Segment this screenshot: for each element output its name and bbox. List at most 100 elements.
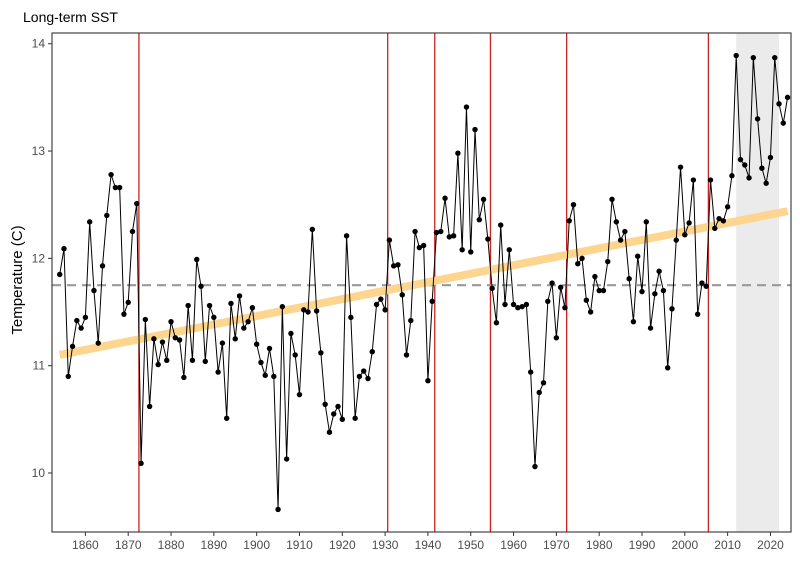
data-point: [780, 120, 786, 126]
data-point: [288, 330, 294, 337]
data-point: [433, 229, 440, 236]
data-point: [716, 215, 722, 222]
data-point: [159, 339, 166, 345]
x-tick-label: 1870: [115, 538, 142, 552]
data-point: [112, 184, 119, 191]
data-point: [729, 173, 735, 179]
data-point: [566, 218, 572, 224]
data-point: [759, 165, 765, 171]
data-point: [168, 318, 174, 325]
y-tick-label: 13: [32, 144, 46, 158]
data-point: [356, 373, 363, 380]
data-point: [510, 301, 517, 308]
data-point: [493, 320, 500, 326]
y-tick-label: 11: [33, 359, 46, 373]
data-point: [446, 234, 453, 240]
x-tick-label: 1960: [500, 538, 527, 552]
data-point: [617, 237, 624, 243]
data-point: [185, 302, 191, 309]
data-point: [326, 429, 333, 435]
data-point: [712, 225, 718, 232]
data-point: [215, 369, 221, 375]
data-point: [194, 256, 200, 263]
data-point: [767, 154, 774, 161]
x-tick-label: 1940: [415, 538, 442, 552]
data-point: [408, 317, 414, 324]
data-point: [442, 195, 448, 201]
data-point: [506, 247, 512, 253]
x-tick-label: 1880: [158, 538, 185, 552]
data-point: [754, 116, 761, 122]
data-point: [690, 177, 697, 183]
data-point: [579, 255, 585, 262]
x-tick-label: 2020: [757, 538, 784, 552]
data-point: [545, 298, 551, 304]
data-point: [472, 126, 478, 133]
data-point: [532, 463, 538, 470]
x-tick-label: 1890: [200, 538, 227, 552]
data-point: [459, 247, 465, 253]
data-point: [339, 416, 345, 423]
x-tick-label: 1860: [72, 538, 99, 552]
data-point: [750, 54, 757, 61]
data-point: [134, 200, 140, 207]
data-point: [656, 268, 662, 274]
x-tick-label: 1910: [286, 538, 313, 552]
data-point: [412, 228, 418, 235]
data-point: [125, 299, 131, 306]
data-point: [720, 218, 727, 224]
data-point: [95, 340, 101, 346]
data-point: [331, 411, 337, 417]
data-point: [373, 301, 380, 308]
data-point: [198, 283, 204, 289]
data-point: [249, 305, 256, 311]
data-point: [416, 244, 423, 251]
data-point: [151, 336, 157, 342]
y-tick-label: 12: [32, 251, 46, 265]
data-point: [369, 349, 375, 355]
data-point: [763, 180, 769, 186]
data-point: [673, 237, 679, 243]
trend-line: [58, 207, 789, 359]
data-point: [549, 280, 555, 286]
data-point: [292, 352, 298, 358]
data-point: [309, 226, 316, 233]
data-point: [386, 237, 393, 243]
data-point: [335, 403, 341, 410]
data-point: [378, 296, 384, 302]
data-point: [635, 253, 641, 259]
data-point: [121, 311, 127, 317]
data-point: [605, 258, 611, 265]
data-point: [266, 345, 273, 352]
x-tick-label: 1930: [372, 538, 399, 552]
y-axis-label: Temperature (C): [9, 225, 26, 334]
x-tick-label: 1980: [586, 538, 613, 552]
data-point: [647, 325, 654, 331]
data-point: [468, 249, 474, 255]
data-point: [164, 357, 170, 364]
data-point: [138, 460, 144, 467]
data-point: [652, 291, 658, 297]
data-point: [91, 287, 97, 294]
data-point: [296, 391, 303, 398]
data-point: [283, 456, 290, 462]
data-point: [172, 335, 179, 341]
data-point: [253, 341, 260, 347]
data-point: [596, 287, 602, 294]
data-point: [271, 373, 277, 380]
data-point: [540, 380, 547, 386]
data-point: [65, 373, 71, 380]
data-point: [275, 506, 281, 513]
data-point: [784, 94, 791, 101]
data-point: [583, 297, 590, 303]
y-tick-label: 10: [32, 466, 46, 480]
data-point: [78, 325, 84, 331]
data-point: [485, 236, 491, 242]
data-point: [360, 368, 367, 374]
data-point: [630, 318, 637, 325]
data-point: [703, 283, 709, 289]
data-point: [455, 150, 461, 156]
data-point: [305, 309, 311, 315]
data-point: [104, 212, 110, 219]
